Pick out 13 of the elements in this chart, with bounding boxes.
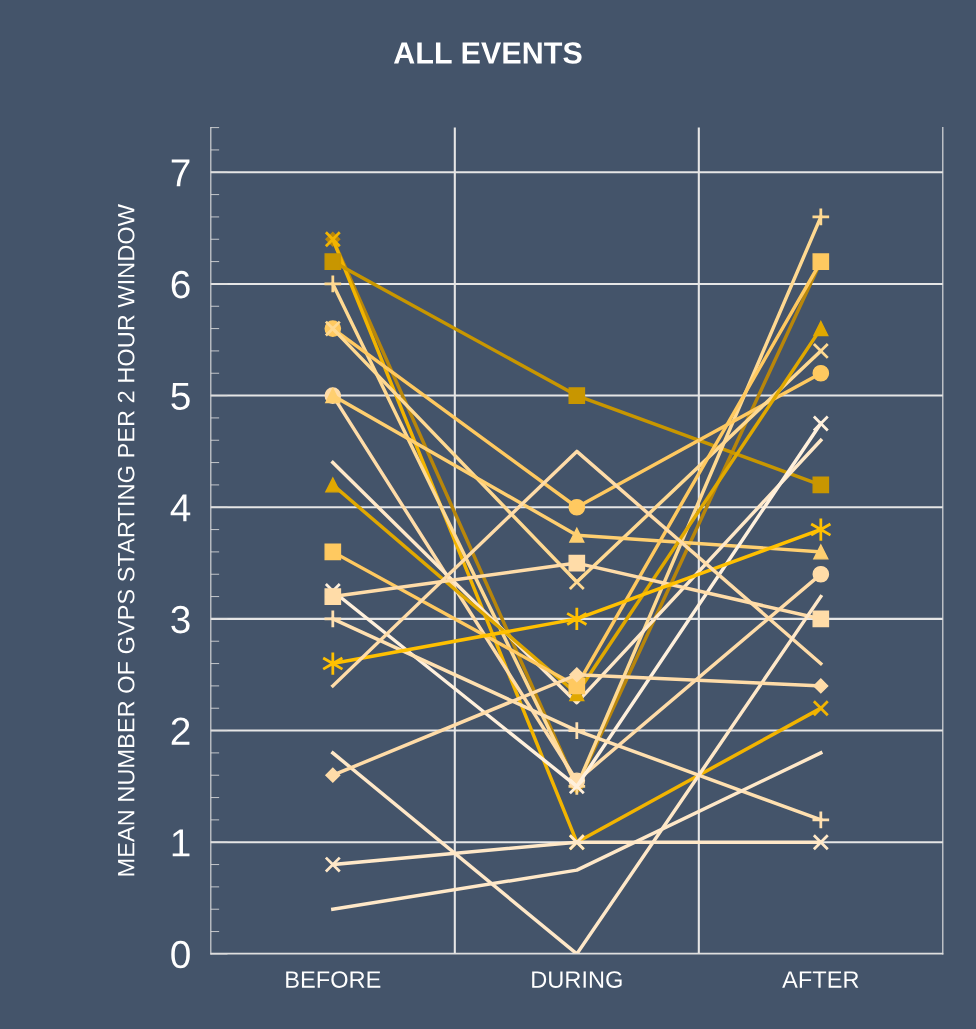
y-tick-label: 0 [171,940,190,969]
y-tick-label: 4 [170,494,191,522]
x-tick-label: DURING [532,971,622,988]
y-tick-label: 3 [171,605,190,634]
y-axis-title: MEAN NUMBER OF GVPS STARTING PER 2 HOUR WINDOW [117,204,135,876]
y-tick-label: 2 [171,717,190,745]
y-tick-label: 7 [171,159,190,187]
y-tick-label: 6 [171,270,190,299]
chart-title: ALL EVENTS [393,42,582,64]
x-tick-label: AFTER [782,971,859,988]
y-tick-label: 5 [171,382,190,411]
x-tick-label: BEFORE [286,971,381,988]
y-tick-label: 1 [172,829,190,857]
